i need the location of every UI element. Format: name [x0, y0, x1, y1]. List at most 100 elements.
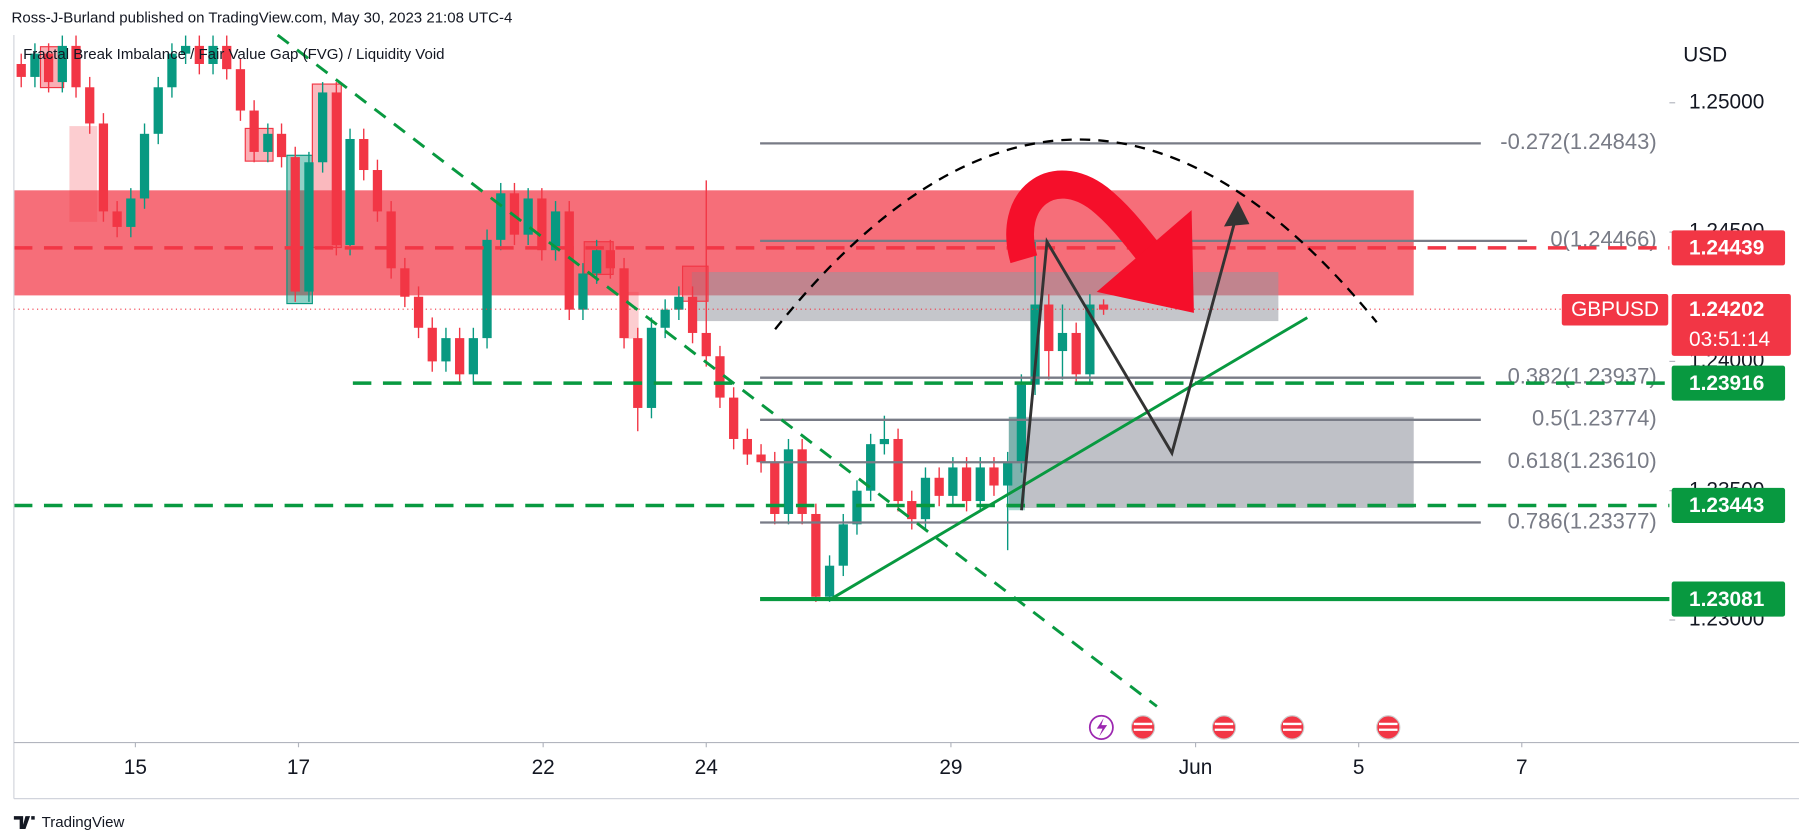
- candle-body: [742, 438, 752, 455]
- currency: USD: [1683, 44, 1727, 67]
- level-label-box: [1671, 487, 1786, 523]
- level-label: 1.23081: [1689, 588, 1765, 611]
- candle-body: [523, 198, 533, 235]
- candle-body: [756, 454, 766, 463]
- x-tick-label: 24: [695, 756, 719, 779]
- event-icon[interactable]: [1280, 715, 1305, 740]
- candle-body: [235, 69, 246, 111]
- candle-body: [633, 338, 643, 408]
- uptrend-line: [832, 316, 1309, 600]
- byline: Ross-J-Burland published on TradingView.…: [12, 10, 513, 27]
- candle-body: [674, 296, 684, 310]
- candle-body: [318, 92, 328, 163]
- candle-body: [43, 53, 54, 83]
- candle-body: [838, 524, 848, 566]
- x-tick-label: 22: [532, 756, 555, 779]
- candle-body: [920, 477, 931, 520]
- candle-body: [537, 198, 547, 251]
- candle-body: [441, 338, 451, 362]
- countdown-label: 03:51:14: [1689, 328, 1770, 351]
- candle-body: [948, 467, 958, 496]
- level-label: 1.24439: [1689, 237, 1764, 260]
- candles: [16, 35, 1109, 602]
- candle-body: [975, 467, 985, 502]
- candle-body: [386, 211, 396, 269]
- flag-stripes: [1133, 722, 1398, 731]
- candle-body: [592, 250, 602, 274]
- candle-body: [605, 250, 615, 269]
- candle-body: [907, 501, 917, 520]
- symbol-label: GBPUSD: [1571, 298, 1659, 321]
- projection-path: [1020, 209, 1240, 511]
- event-icon[interactable]: [1376, 715, 1401, 740]
- imbalance-box: [69, 126, 98, 222]
- fib-label: 0.786(1.23377): [1508, 508, 1657, 533]
- candle-body: [112, 211, 122, 227]
- x-tick-label: 5: [1353, 756, 1365, 779]
- candle-body: [687, 296, 698, 333]
- candle-body: [345, 138, 355, 246]
- candle-body: [550, 211, 561, 251]
- candle-body: [1085, 304, 1095, 375]
- imbalance-box: [681, 265, 709, 302]
- candle-body: [783, 449, 794, 514]
- candle-body: [57, 45, 67, 83]
- brand: TradingView: [42, 814, 125, 831]
- price-labels: 1.24439 1.23916 1.23443 1.23081 GBPUSD 1.2420…: [1561, 230, 1791, 617]
- candle-body: [1098, 304, 1109, 310]
- candle-body: [359, 138, 369, 171]
- candle-body: [455, 338, 465, 375]
- candle-body: [331, 92, 341, 246]
- projection-arrowhead: [1223, 200, 1250, 227]
- candle-body: [126, 198, 136, 227]
- candle-body: [715, 356, 725, 398]
- candle-body: [866, 444, 876, 491]
- downtrend-line: [276, 33, 1158, 708]
- candle-body: [468, 338, 478, 375]
- event-icon[interactable]: [1211, 715, 1237, 740]
- event-flags: [1130, 715, 1401, 740]
- x-tick-label: 17: [287, 756, 310, 779]
- candle-body: [564, 211, 574, 310]
- candle-body: [194, 45, 204, 64]
- candle-body: [30, 53, 40, 77]
- levels: -0.272(1.24843)0(1.24466)0.382(1.23937)0…: [13, 129, 1670, 602]
- candle-body: [811, 513, 821, 597]
- candle-body: [139, 133, 150, 199]
- candle-body: [989, 467, 999, 486]
- x-tick-label: Jun: [1179, 756, 1213, 779]
- candle-body: [824, 565, 835, 597]
- last-price-label: 1.24202: [1689, 298, 1764, 321]
- level-label-box: [1671, 581, 1786, 617]
- fib-label: 0.5(1.23774): [1532, 406, 1657, 431]
- candle-body: [290, 157, 300, 292]
- candle-body: [222, 45, 232, 70]
- candle-body: [276, 133, 287, 158]
- candle-body: [701, 332, 711, 357]
- candle-body: [85, 87, 95, 124]
- axes: 1.250001.245001.240001.235001.2300015172…: [124, 90, 1764, 779]
- candle-body: [249, 110, 259, 152]
- x-tick-label: 29: [939, 756, 962, 779]
- candle-body: [646, 327, 657, 408]
- candle-body: [619, 268, 629, 339]
- candle-body: [263, 133, 273, 152]
- candle-body: [1071, 332, 1081, 375]
- candle-body: [372, 170, 383, 212]
- candle-body: [934, 477, 944, 496]
- candle-body: [961, 467, 972, 502]
- red-arrowhead: [1096, 210, 1194, 313]
- event-icon[interactable]: [1130, 715, 1156, 740]
- chart-title: Fractal Break Imbalance / Fair Value Gap…: [23, 46, 444, 63]
- level-label: 1.23916: [1689, 372, 1764, 395]
- candle-body: [1003, 462, 1013, 486]
- candle-body: [1044, 304, 1054, 352]
- candle-body: [153, 87, 163, 134]
- last-price-box: [1671, 293, 1791, 356]
- candle-body: [496, 193, 506, 240]
- candle-body: [98, 123, 109, 212]
- level-label-box: [1671, 365, 1786, 401]
